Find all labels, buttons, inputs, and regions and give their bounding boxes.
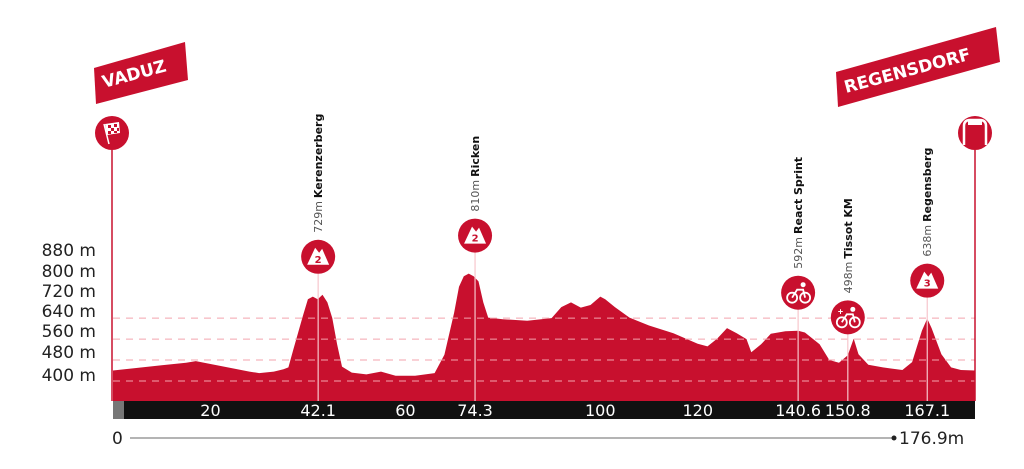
marker-label: 810m Ricken xyxy=(469,136,482,212)
x-tick-label: 74.3 xyxy=(457,401,493,420)
km-bar xyxy=(113,401,975,419)
distance-start-label: 0 xyxy=(112,429,123,449)
marker-label: 498m Tissot KM xyxy=(842,198,855,293)
x-tick-label: 150.8 xyxy=(825,401,871,420)
marker-name: Ricken xyxy=(469,136,482,177)
x-tick-label: 167.1 xyxy=(904,401,950,420)
y-tick-label: 560 m xyxy=(42,322,96,342)
y-tick-label: 720 m xyxy=(42,282,96,302)
marker-label: 729m Kerenzerberg xyxy=(312,114,325,233)
climb-category: 2 xyxy=(315,255,322,266)
x-tick-label: 120 xyxy=(682,401,713,420)
marker-altitude: 592m xyxy=(792,237,805,269)
x-tick-label: 42.1 xyxy=(300,401,336,420)
km-bar-start-segment xyxy=(113,401,124,419)
distance-end-label: 176.9m xyxy=(899,429,964,449)
marker-name: Kerenzerberg xyxy=(312,114,325,198)
mountain-icon: 2 xyxy=(301,239,336,274)
y-tick-label: 400 m xyxy=(42,366,96,386)
distance-end-dot xyxy=(891,435,897,441)
svg-text:+: + xyxy=(838,306,843,316)
climb-category: 2 xyxy=(472,234,479,245)
marker-bonus-sprint: +498m Tissot KM xyxy=(830,198,865,401)
marker-sprint: 592m React Sprint xyxy=(781,157,816,401)
cyclist-icon xyxy=(781,275,816,310)
y-tick-label: 880 m xyxy=(42,241,96,261)
y-tick-label: 640 m xyxy=(42,302,96,322)
x-tick-label: 20 xyxy=(200,401,220,420)
cyclist-icon: + xyxy=(830,300,865,335)
y-tick-label: 800 m xyxy=(42,262,96,282)
marker-altitude: 498m xyxy=(842,262,855,294)
marker-climb: 3 638m Regensberg xyxy=(910,148,945,401)
finish-banner: REGENSDORF xyxy=(836,27,1000,107)
x-tick-label: 140.6 xyxy=(775,401,821,420)
mountain-icon: 2 xyxy=(458,218,493,253)
marker-label: 592m React Sprint xyxy=(792,157,805,269)
y-tick-label: 480 m xyxy=(42,343,96,363)
climb-category: 3 xyxy=(924,279,931,290)
marker-altitude: 729m xyxy=(312,201,325,233)
elevation-profile-area xyxy=(113,273,975,401)
marker-altitude: 810m xyxy=(469,180,482,212)
marker-climb: 2 810m Ricken xyxy=(458,136,493,401)
mountain-icon: 3 xyxy=(910,263,945,298)
marker-altitude: 638m xyxy=(921,225,934,257)
x-tick-label: 60 xyxy=(395,401,415,420)
marker-name: Tissot KM xyxy=(842,198,855,258)
marker-name: React Sprint xyxy=(792,157,805,234)
start-banner: VADUZ xyxy=(94,42,188,104)
marker-label: 638m Regensberg xyxy=(921,148,934,257)
x-tick-label: 100 xyxy=(585,401,616,420)
start-flag-icon xyxy=(95,116,129,150)
marker-name: Regensberg xyxy=(921,148,934,222)
finish-arch-icon xyxy=(958,116,992,150)
marker-climb: 2 729m Kerenzerberg xyxy=(301,114,336,401)
